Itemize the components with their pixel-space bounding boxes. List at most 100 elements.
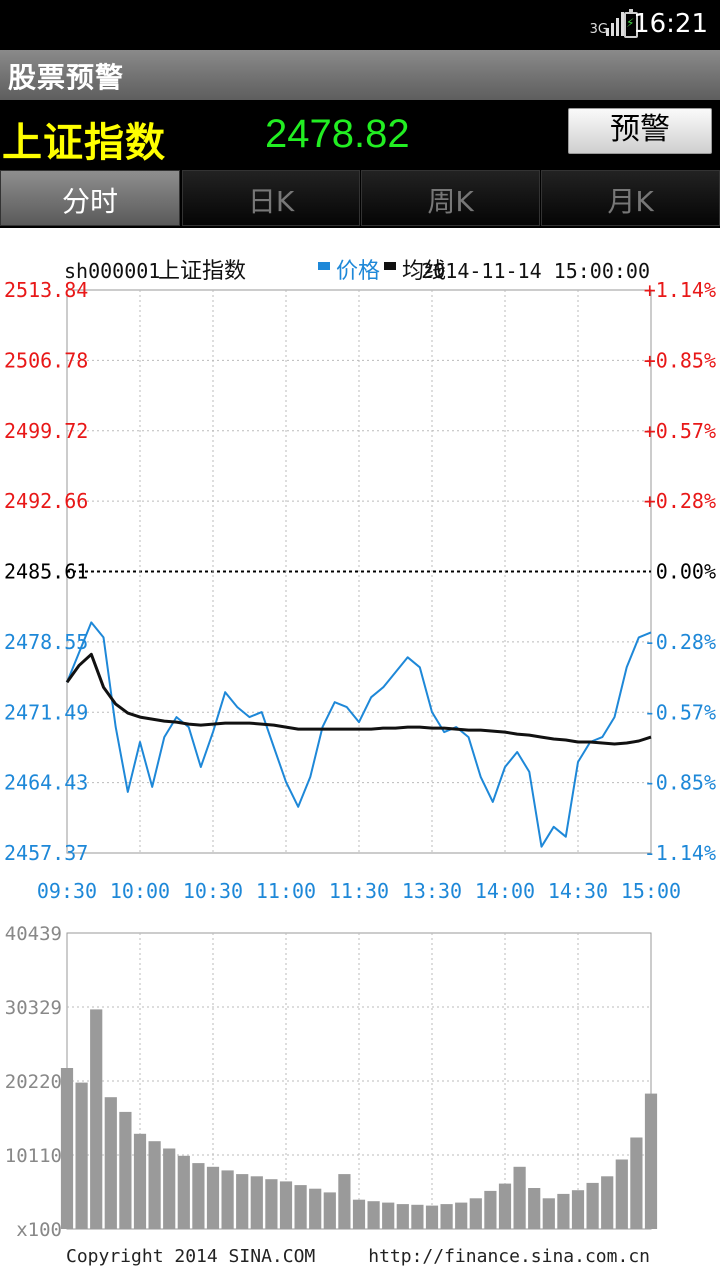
y-right-tick-label: -0.85% [644,771,716,795]
chart-area: 2513.84 +1.14% 2506.78 +0.85% 2499.72 +0.57% 2… [0,228,720,1280]
chart-svg: 2513.84 +1.14% 2506.78 +0.85% 2499.72 +0.57% 2… [4,259,716,1267]
y-left-tick-label: 2485.61 [4,560,88,584]
x-tick-label: 11:00 [256,879,316,903]
volume-bar [148,1141,161,1229]
volume-y-tick-label: 20220 [5,1071,62,1093]
x-tick-label: 14:00 [475,879,535,903]
volume-bar [177,1155,190,1229]
volume-bar [221,1170,234,1229]
average-series-line [65,652,652,746]
chart-datetime: 2014-11-14 15:00:00 [421,259,650,283]
volume-bar [338,1174,351,1229]
app-title-bar: 股票预警 [0,50,720,100]
volume-bar [425,1205,439,1229]
volume-y-tick-label: 30329 [5,997,62,1019]
legend-price-swatch [318,262,330,270]
volume-bar [513,1166,526,1229]
volume-bar [484,1190,497,1229]
battery-charging-icon [624,9,638,38]
index-header: 上证指数 2478.82 预警 [0,100,720,170]
x-tick-label: 15:00 [621,879,681,903]
y-left-tick-label: 2464.43 [4,771,88,795]
volume-bar [75,1082,88,1229]
price-chart: 2513.84 +1.14% 2506.78 +0.85% 2499.72 +0.57% 2… [4,259,716,903]
y-right-tick-label: +1.14% [644,278,716,302]
volume-bar [528,1188,541,1229]
y-right-tick-label: +0.85% [644,348,716,372]
volume-bar [294,1185,307,1229]
x-tick-label: 10:00 [110,879,170,903]
volume-bar [630,1137,643,1229]
volume-bar [133,1133,147,1229]
volume-bar [469,1198,482,1229]
y-right-tick-label: -1.14% [644,841,716,865]
y-left-tick-label: 2471.49 [4,700,88,724]
y-left-tick-label: 2492.66 [4,489,88,513]
app-title: 股票预警 [8,61,125,94]
volume-bar [571,1190,585,1229]
volume-bar [542,1198,555,1229]
y-right-tick-label: -0.57% [644,700,716,724]
volume-bar [440,1204,453,1229]
legend-price-label: 价格 [336,259,380,284]
period-tabs: 分时 日K 周K 月K [0,170,720,228]
x-tick-label: 14:30 [548,879,608,903]
footer-url: http://finance.sina.com.cn [368,1246,650,1267]
chart-code: sh000001 [64,259,160,283]
volume-bar [60,1068,74,1229]
y-right-tick-label: 0.00% [656,560,716,584]
legend-avg-swatch [384,262,396,270]
volume-bar [644,1093,658,1229]
signal-icon [606,12,624,36]
tab-monthly-k[interactable]: 月K [541,170,720,226]
tab-intraday[interactable]: 分时 [0,170,180,226]
volume-bar [90,1009,103,1229]
volume-bar [250,1176,263,1229]
volume-bar [382,1202,395,1229]
volume-bar [586,1182,599,1229]
volume-bar [601,1176,614,1229]
volume-bar [615,1159,628,1229]
volume-bar [557,1193,570,1229]
volume-y-tick-label: 40439 [5,923,62,945]
volume-bar [192,1163,205,1229]
volume-bar [367,1201,380,1229]
volume-bar [309,1188,322,1229]
volume-bar [119,1111,132,1229]
volume-bar [352,1199,366,1229]
price-series-line [66,621,652,848]
volume-bar [279,1181,293,1229]
volume-bar [411,1204,424,1229]
volume-y-tick-label: 10110 [5,1145,62,1167]
volume-bar [396,1204,409,1229]
volume-bar [104,1097,117,1229]
tab-daily-k[interactable]: 日K [182,170,360,226]
x-tick-label: 11:30 [329,879,389,903]
footer-copyright: Copyright 2014 SINA.COM [66,1246,315,1267]
volume-y-tick-label: x100 [16,1219,62,1241]
volume-bar [163,1148,176,1229]
volume-bar [236,1174,249,1229]
chart-name: 上证指数 [158,259,246,284]
volume-bar [498,1183,512,1229]
x-tick-label: 10:30 [183,879,243,903]
x-tick-label: 13:30 [402,879,462,903]
volume-chart: 40439 30329 20220 10110 x100 [5,923,658,1241]
y-right-tick-label: -0.28% [644,630,716,654]
tab-weekly-k[interactable]: 周K [361,170,540,226]
y-left-tick-label: 2457.37 [4,841,88,865]
status-bar: 3G 16:21 [0,0,720,50]
volume-bar [206,1166,220,1229]
legend-avg-label: 均线 [402,259,446,284]
y-left-tick-label: 2513.84 [4,278,88,302]
volume-bar [265,1179,278,1229]
index-value: 2478.82 [265,112,410,156]
y-left-tick-label: 2478.55 [4,630,88,654]
x-tick-label: 09:30 [37,879,97,903]
network-indicator: 3G [589,22,608,37]
volume-bar [323,1192,336,1229]
clock: 16:21 [633,9,708,39]
y-right-tick-label: +0.28% [644,489,716,513]
y-left-tick-label: 2506.78 [4,348,88,372]
alert-button[interactable]: 预警 [568,108,712,154]
